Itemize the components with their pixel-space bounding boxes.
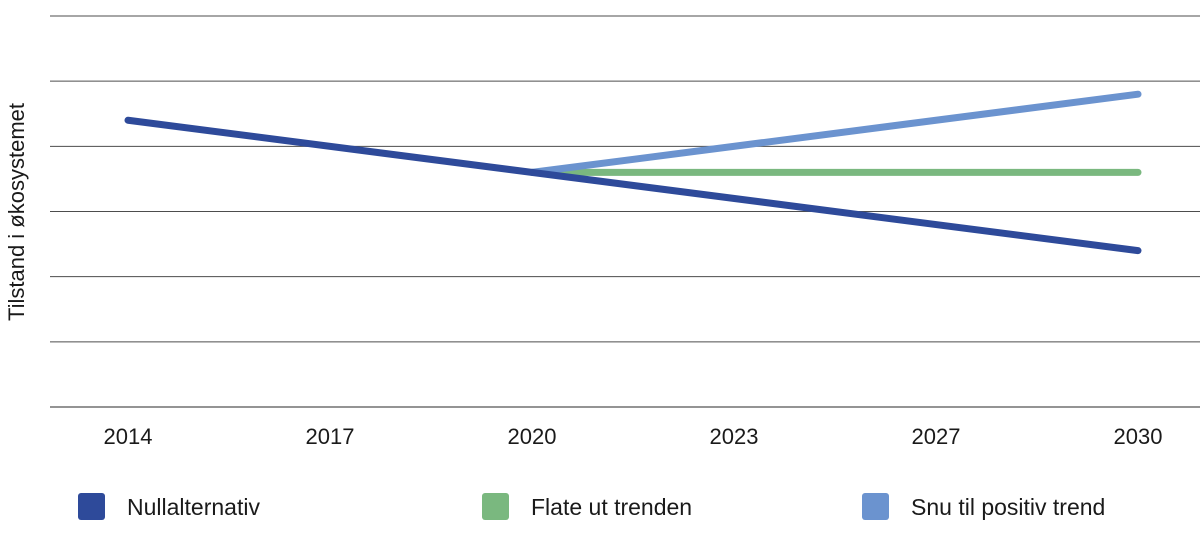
x-tick-label: 2017 [306,424,355,449]
series-line-snu-til-positiv-trend [528,90,1142,176]
legend-label: Nullalternativ [127,494,260,520]
x-tick-label: 2027 [912,424,961,449]
legend-swatch [78,493,105,520]
x-axis-ticks: 2014 2017 2020 2023 2027 2030 [104,424,1163,449]
x-tick-label: 2023 [710,424,759,449]
legend: Nullalternativ Flate ut trenden Snu til po… [78,493,1105,520]
x-tick-label: 2014 [104,424,153,449]
gridlines [50,15,1200,408]
x-tick-label: 2030 [1114,424,1163,449]
legend-swatch [862,493,889,520]
legend-label: Snu til positiv trend [911,494,1105,520]
legend-swatch [482,493,509,520]
legend-label: Flate ut trenden [531,494,692,520]
series-lines [124,90,1142,255]
x-tick-label: 2020 [508,424,557,449]
y-axis-title: Tilstand i økosystemet [4,103,29,321]
series-line-nullalternativ [124,116,1142,255]
